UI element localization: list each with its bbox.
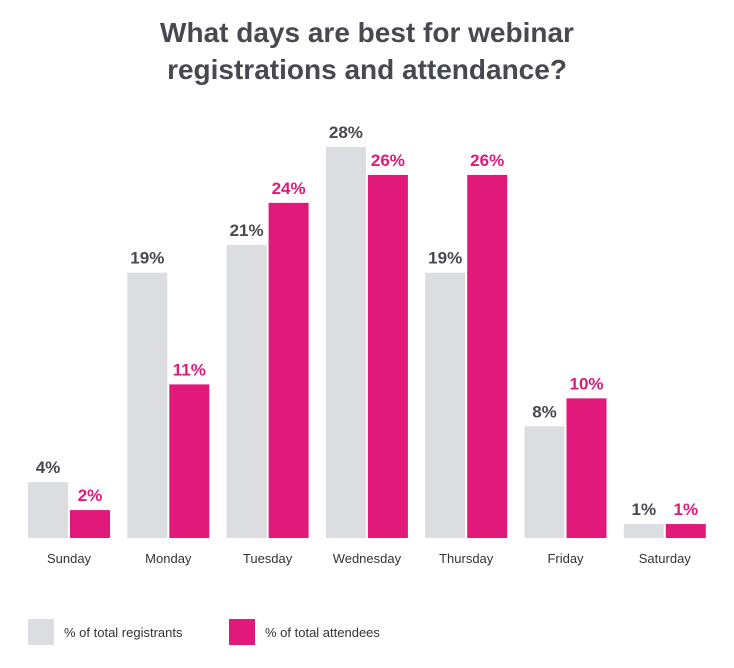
bar-attendees-thursday xyxy=(467,174,508,538)
chart-title: What days are best for webinar registrat… xyxy=(0,14,734,88)
data-label-registrants-saturday: 1% xyxy=(632,500,657,519)
data-label-registrants-friday: 8% xyxy=(532,402,557,421)
bar-attendees-tuesday xyxy=(268,202,309,538)
legend-swatch-attendees xyxy=(229,619,255,645)
data-label-attendees-monday: 11% xyxy=(173,360,206,379)
bar-attendees-saturday xyxy=(665,524,706,538)
chart-title-line-2: registrations and attendance? xyxy=(167,54,567,85)
bar-registrants-saturday xyxy=(623,524,664,538)
bar-registrants-friday xyxy=(524,426,565,538)
data-label-attendees-sunday: 2% xyxy=(78,486,103,505)
bar-registrants-wednesday xyxy=(325,147,366,538)
chart-title-line-1: What days are best for webinar xyxy=(160,17,574,48)
legend-item-registrants: % of total registrants xyxy=(28,619,183,645)
legend-label-attendees: % of total attendees xyxy=(265,624,380,640)
x-tick-label-sunday: Sunday xyxy=(47,551,92,566)
x-tick-label-thursday: Thursday xyxy=(439,551,494,566)
x-tick-label-tuesday: Tuesday xyxy=(243,551,293,566)
x-tick-label-monday: Monday xyxy=(145,551,192,566)
bar-attendees-monday xyxy=(169,384,210,538)
data-label-attendees-tuesday: 24% xyxy=(272,179,306,198)
data-label-attendees-thursday: 26% xyxy=(470,151,504,170)
data-label-registrants-tuesday: 21% xyxy=(230,221,264,240)
bar-attendees-wednesday xyxy=(367,174,408,538)
bar-registrants-monday xyxy=(127,272,168,538)
bar-registrants-tuesday xyxy=(226,244,267,538)
bar-attendees-friday xyxy=(566,398,607,538)
bar-registrants-thursday xyxy=(425,272,466,538)
legend-swatch-registrants xyxy=(28,619,54,645)
data-label-registrants-thursday: 19% xyxy=(428,249,462,268)
x-tick-label-saturday: Saturday xyxy=(639,551,692,566)
bar-attendees-sunday xyxy=(70,510,110,538)
x-tick-label-wednesday: Wednesday xyxy=(333,551,402,566)
bar-registrants-sunday xyxy=(28,482,68,538)
legend-label-registrants: % of total registrants xyxy=(64,624,183,640)
legend-item-attendees: % of total attendees xyxy=(229,619,380,645)
data-label-attendees-friday: 10% xyxy=(569,374,603,393)
data-label-registrants-sunday: 4% xyxy=(36,458,61,477)
x-tick-label-friday: Friday xyxy=(547,551,584,566)
data-label-registrants-monday: 19% xyxy=(130,249,164,268)
data-label-attendees-saturday: 1% xyxy=(674,500,699,519)
data-label-registrants-wednesday: 28% xyxy=(329,123,363,142)
data-label-attendees-wednesday: 26% xyxy=(371,151,405,170)
